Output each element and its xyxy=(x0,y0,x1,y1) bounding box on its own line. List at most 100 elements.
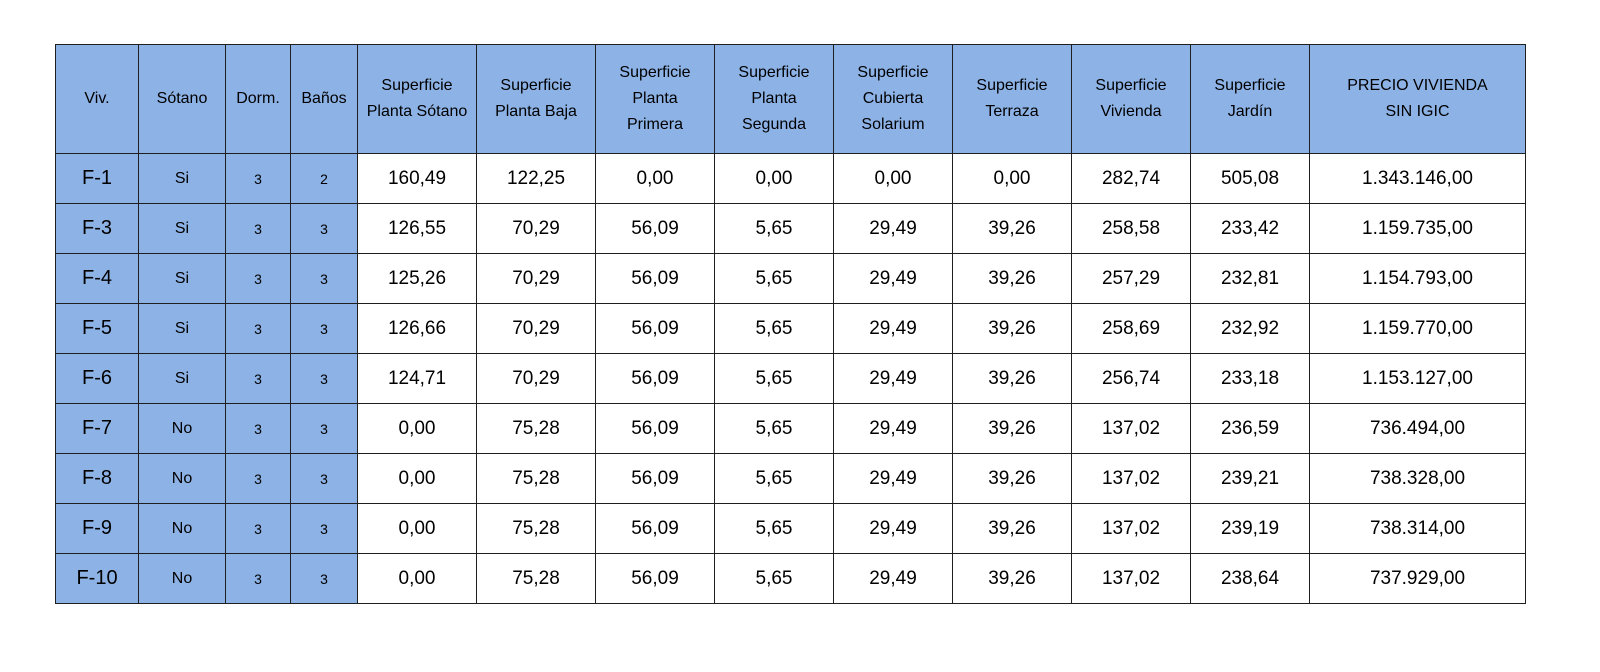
cell-viv: F-6 xyxy=(55,353,139,404)
header-line: Sótano xyxy=(156,90,208,107)
cell-superficie-jardin: 239,19 xyxy=(1190,503,1310,554)
cell-superficie-vivienda: 256,74 xyxy=(1071,353,1191,404)
header-line: Segunda xyxy=(741,116,807,133)
cell-sotano: Si xyxy=(138,153,226,204)
cell-superficie-planta-baja: 70,29 xyxy=(476,353,596,404)
cell-precio-vivienda-sin-igic: 1.154.793,00 xyxy=(1309,253,1526,304)
table-row: F-7 No 3 3 0,00 75,28 56,09 5,65 29,49 39,26 137,0… xyxy=(55,403,1526,454)
cell-viv: F-10 xyxy=(55,553,139,604)
cell-superficie-planta-sotano: 125,26 xyxy=(357,253,477,304)
cell-superficie-planta-primera: 56,09 xyxy=(595,403,715,454)
header-line: Planta xyxy=(751,90,797,107)
header-line: PRECIO VIVIENDA xyxy=(1347,77,1488,94)
header-superficie-planta-baja: Superficie Planta Baja xyxy=(476,44,596,154)
cell-superficie-vivienda: 137,02 xyxy=(1071,403,1191,454)
cell-superficie-planta-segunda: 5,65 xyxy=(714,553,834,604)
cell-superficie-planta-segunda: 5,65 xyxy=(714,303,834,354)
table-row: F-8 No 3 3 0,00 75,28 56,09 5,65 29,49 39,26 137,0… xyxy=(55,453,1526,504)
cell-superficie-planta-segunda: 5,65 xyxy=(714,453,834,504)
cell-viv: F-3 xyxy=(55,203,139,254)
cell-superficie-planta-primera: 56,09 xyxy=(595,203,715,254)
header-line: Superficie xyxy=(976,77,1048,94)
cell-precio-vivienda-sin-igic: 1.153.127,00 xyxy=(1309,353,1526,404)
cell-superficie-planta-sotano: 124,71 xyxy=(357,353,477,404)
cell-dorm: 3 xyxy=(225,503,291,554)
cell-viv: F-7 xyxy=(55,403,139,454)
cell-superficie-cubierta-solarium: 29,49 xyxy=(833,303,953,354)
cell-banos: 3 xyxy=(290,353,358,404)
cell-dorm: 3 xyxy=(225,453,291,504)
header-line: Superficie xyxy=(857,64,929,81)
cell-superficie-jardin: 233,42 xyxy=(1190,203,1310,254)
header-superficie-planta-sotano: Superficie Planta Sótano xyxy=(357,44,477,154)
cell-superficie-planta-sotano: 126,66 xyxy=(357,303,477,354)
cell-superficie-planta-sotano: 0,00 xyxy=(357,503,477,554)
cell-sotano: Si xyxy=(138,303,226,354)
cell-superficie-planta-sotano: 0,00 xyxy=(357,453,477,504)
cell-superficie-cubierta-solarium: 29,49 xyxy=(833,203,953,254)
header-viv: Viv. xyxy=(55,44,139,154)
cell-superficie-terraza: 39,26 xyxy=(952,353,1072,404)
cell-dorm: 3 xyxy=(225,153,291,204)
cell-superficie-planta-primera: 0,00 xyxy=(595,153,715,204)
cell-superficie-planta-primera: 56,09 xyxy=(595,353,715,404)
cell-superficie-vivienda: 258,58 xyxy=(1071,203,1191,254)
cell-superficie-cubierta-solarium: 29,49 xyxy=(833,503,953,554)
cell-superficie-vivienda: 137,02 xyxy=(1071,553,1191,604)
cell-superficie-planta-primera: 56,09 xyxy=(595,453,715,504)
cell-superficie-planta-primera: 56,09 xyxy=(595,303,715,354)
table-row: F-9 No 3 3 0,00 75,28 56,09 5,65 29,49 39,26 137,0… xyxy=(55,503,1526,554)
header-line: Superficie xyxy=(738,64,810,81)
cell-superficie-planta-baja: 75,28 xyxy=(476,503,596,554)
cell-superficie-planta-baja: 122,25 xyxy=(476,153,596,204)
cell-superficie-planta-primera: 56,09 xyxy=(595,253,715,304)
header-line: Superficie xyxy=(1095,77,1167,94)
cell-superficie-vivienda: 137,02 xyxy=(1071,453,1191,504)
cell-viv: F-9 xyxy=(55,503,139,554)
header-precio-vivienda-sin-igic: PRECIO VIVIENDA SIN IGIC xyxy=(1309,44,1526,154)
header-line: Superficie xyxy=(500,77,572,94)
cell-precio-vivienda-sin-igic: 1.159.735,00 xyxy=(1309,203,1526,254)
cell-dorm: 3 xyxy=(225,303,291,354)
cell-superficie-vivienda: 137,02 xyxy=(1071,503,1191,554)
housing-units-table: Viv. Sótano Dorm. Baños Superficie Planta Sót… xyxy=(55,44,1526,604)
header-line: Dorm. xyxy=(236,90,280,107)
cell-superficie-planta-baja: 75,28 xyxy=(476,553,596,604)
cell-superficie-jardin: 505,08 xyxy=(1190,153,1310,204)
header-superficie-planta-segunda: Superficie Planta Segunda xyxy=(714,44,834,154)
header-line: Primera xyxy=(626,116,683,133)
header-sotano: Sótano xyxy=(138,44,226,154)
cell-superficie-jardin: 236,59 xyxy=(1190,403,1310,454)
cell-banos: 3 xyxy=(290,453,358,504)
cell-superficie-planta-baja: 75,28 xyxy=(476,453,596,504)
header-row: Viv. Sótano Dorm. Baños Superficie Planta Sót… xyxy=(55,44,1526,154)
cell-banos: 3 xyxy=(290,253,358,304)
cell-sotano: Si xyxy=(138,353,226,404)
cell-superficie-terraza: 39,26 xyxy=(952,403,1072,454)
cell-superficie-planta-sotano: 126,55 xyxy=(357,203,477,254)
cell-precio-vivienda-sin-igic: 1.159.770,00 xyxy=(1309,303,1526,354)
header-dorm: Dorm. xyxy=(225,44,291,154)
cell-superficie-jardin: 238,64 xyxy=(1190,553,1310,604)
table-row: F-5 Si 3 3 126,66 70,29 56,09 5,65 29,49 39,26 258… xyxy=(55,303,1526,354)
cell-precio-vivienda-sin-igic: 1.343.146,00 xyxy=(1309,153,1526,204)
header-line: Planta xyxy=(632,90,678,107)
header-superficie-vivienda: Superficie Vivienda xyxy=(1071,44,1191,154)
cell-superficie-terraza: 0,00 xyxy=(952,153,1072,204)
header-superficie-planta-primera: Superficie Planta Primera xyxy=(595,44,715,154)
cell-dorm: 3 xyxy=(225,253,291,304)
cell-superficie-jardin: 232,81 xyxy=(1190,253,1310,304)
header-line: Cubierta xyxy=(862,90,924,107)
table-row: F-1 Si 3 2 160,49 122,25 0,00 0,00 0,00 0,00 282,7… xyxy=(55,153,1526,204)
cell-viv: F-5 xyxy=(55,303,139,354)
cell-banos: 2 xyxy=(290,153,358,204)
header-banos: Baños xyxy=(290,44,358,154)
cell-banos: 3 xyxy=(290,203,358,254)
cell-superficie-planta-segunda: 0,00 xyxy=(714,153,834,204)
cell-sotano: Si xyxy=(138,253,226,304)
header-superficie-terraza: Superficie Terraza xyxy=(952,44,1072,154)
cell-banos: 3 xyxy=(290,403,358,454)
header-line: Baños xyxy=(301,90,347,107)
cell-dorm: 3 xyxy=(225,203,291,254)
cell-viv: F-1 xyxy=(55,153,139,204)
